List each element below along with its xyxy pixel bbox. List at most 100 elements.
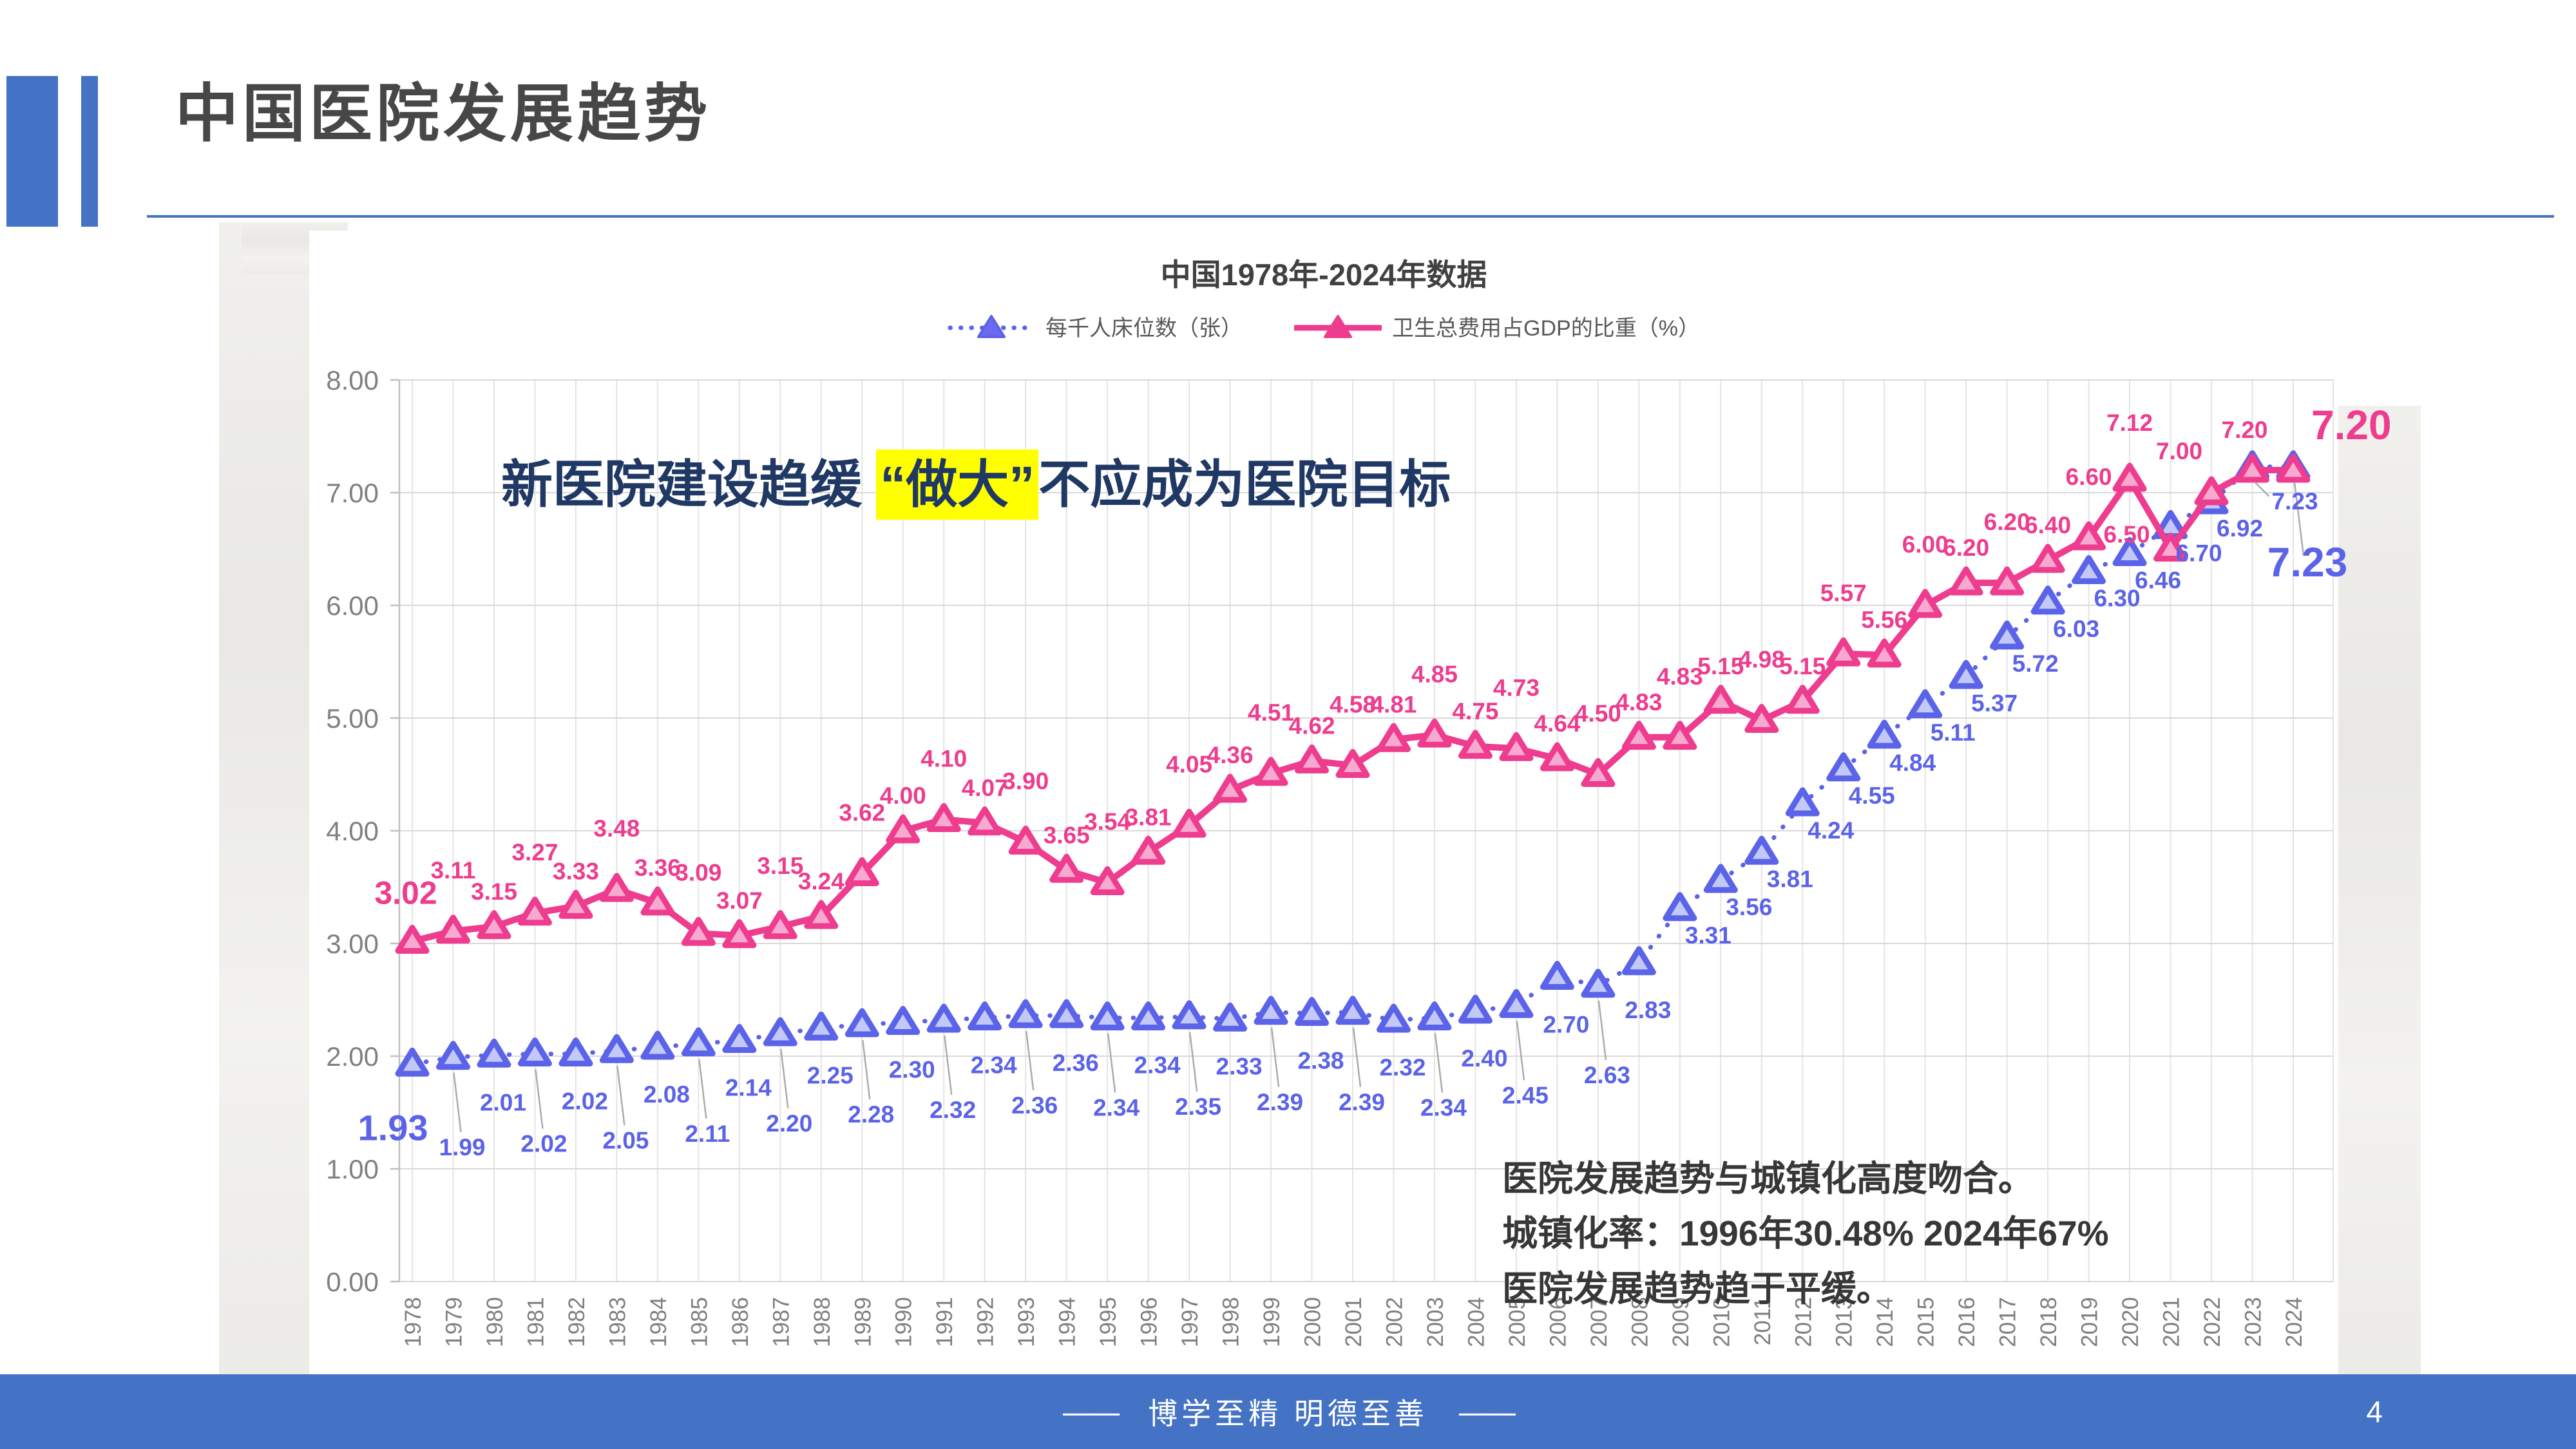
svg-text:1982: 1982 bbox=[564, 1297, 589, 1347]
headline-post: 不应成为医院目标 bbox=[1038, 456, 1451, 513]
title-accent-bar-thin bbox=[81, 76, 98, 227]
svg-text:2.08: 2.08 bbox=[644, 1081, 690, 1108]
svg-text:2003: 2003 bbox=[1423, 1297, 1448, 1347]
svg-text:5.00: 5.00 bbox=[326, 703, 379, 734]
svg-text:6.20: 6.20 bbox=[1943, 535, 1989, 561]
svg-text:3.15: 3.15 bbox=[757, 853, 803, 879]
svg-text:1.99: 1.99 bbox=[439, 1134, 485, 1160]
svg-text:4.75: 4.75 bbox=[1452, 698, 1498, 724]
svg-text:4.05: 4.05 bbox=[1166, 751, 1212, 777]
svg-text:3.54: 3.54 bbox=[1084, 809, 1131, 835]
svg-text:2.39: 2.39 bbox=[1257, 1089, 1303, 1115]
svg-text:4.51: 4.51 bbox=[1248, 699, 1294, 726]
svg-text:1998: 1998 bbox=[1219, 1297, 1244, 1347]
svg-text:4.10: 4.10 bbox=[921, 746, 967, 772]
svg-text:1999: 1999 bbox=[1259, 1297, 1284, 1347]
svg-text:5.56: 5.56 bbox=[1861, 607, 1907, 633]
svg-text:2.45: 2.45 bbox=[1502, 1082, 1549, 1108]
svg-text:5.72: 5.72 bbox=[2012, 650, 2059, 677]
svg-text:2011: 2011 bbox=[1750, 1297, 1775, 1345]
svg-text:6.40: 6.40 bbox=[2025, 512, 2071, 538]
title-accent-bar bbox=[6, 76, 58, 227]
svg-text:3.65: 3.65 bbox=[1044, 822, 1090, 848]
footer-dash-right: —— bbox=[1458, 1395, 1516, 1428]
svg-text:2017: 2017 bbox=[1996, 1297, 2021, 1347]
svg-text:4.00: 4.00 bbox=[326, 816, 379, 846]
svg-text:2010: 2010 bbox=[1709, 1297, 1734, 1347]
svg-text:4.50: 4.50 bbox=[1575, 701, 1621, 727]
headline-annotation: 新医院建设趋缓 “做大”不应成为医院目标 bbox=[501, 443, 1451, 520]
svg-text:2023: 2023 bbox=[2241, 1297, 2266, 1347]
svg-text:6.00: 6.00 bbox=[1902, 531, 1949, 558]
svg-text:1984: 1984 bbox=[646, 1297, 671, 1347]
svg-text:1979: 1979 bbox=[441, 1297, 466, 1347]
svg-text:3.33: 3.33 bbox=[553, 858, 599, 884]
svg-text:5.15: 5.15 bbox=[1697, 653, 1744, 679]
svg-text:4.81: 4.81 bbox=[1370, 691, 1417, 717]
svg-text:3.36: 3.36 bbox=[634, 855, 681, 881]
gdp-series bbox=[395, 453, 2311, 954]
svg-text:6.50: 6.50 bbox=[2104, 522, 2150, 548]
svg-text:6.46: 6.46 bbox=[2135, 567, 2181, 594]
svg-text:4.83: 4.83 bbox=[1657, 663, 1703, 690]
svg-text:2009: 2009 bbox=[1668, 1297, 1693, 1347]
svg-text:3.48: 3.48 bbox=[593, 815, 640, 842]
svg-text:1983: 1983 bbox=[605, 1297, 630, 1347]
svg-text:2002: 2002 bbox=[1382, 1297, 1407, 1347]
chart-axes: 0.00 1.00 2.00 3.00 4.00 5.00 6.00 7.00 8.00 1978… bbox=[326, 365, 2307, 1347]
legend-item-beds: 每千人床位数（张） bbox=[948, 310, 1243, 342]
svg-text:3.81: 3.81 bbox=[1125, 804, 1172, 830]
svg-text:2.34: 2.34 bbox=[1134, 1052, 1181, 1079]
svg-text:1.93: 1.93 bbox=[358, 1107, 428, 1148]
svg-text:0.00: 0.00 bbox=[326, 1267, 379, 1297]
footer-motto: 博学至精 明德至善 bbox=[1148, 1397, 1428, 1430]
svg-text:5.11: 5.11 bbox=[1931, 719, 1976, 746]
title-underline bbox=[147, 215, 2554, 218]
svg-text:2.35: 2.35 bbox=[1175, 1094, 1221, 1120]
svg-text:3.90: 3.90 bbox=[1002, 768, 1049, 795]
footer-bar: —— 博学至精 明德至善 —— 4 bbox=[0, 1374, 2576, 1449]
svg-text:2004: 2004 bbox=[1464, 1297, 1489, 1347]
svg-text:1995: 1995 bbox=[1096, 1297, 1121, 1347]
svg-text:2000: 2000 bbox=[1301, 1297, 1326, 1347]
svg-text:7.23: 7.23 bbox=[2272, 488, 2318, 515]
svg-text:2014: 2014 bbox=[1873, 1297, 1898, 1347]
svg-text:7.00: 7.00 bbox=[2156, 438, 2202, 464]
svg-text:2020: 2020 bbox=[2118, 1297, 2143, 1347]
svg-text:3.07: 3.07 bbox=[716, 887, 763, 914]
chart-legend: 每千人床位数（张） 卫生总费用占GDP的比重（%） bbox=[309, 310, 2338, 342]
svg-text:3.27: 3.27 bbox=[511, 839, 558, 866]
svg-text:2.32: 2.32 bbox=[1379, 1054, 1426, 1081]
svg-text:2.20: 2.20 bbox=[766, 1110, 812, 1137]
svg-text:1987: 1987 bbox=[768, 1297, 794, 1347]
svg-text:2.02: 2.02 bbox=[562, 1088, 608, 1115]
svg-text:2015: 2015 bbox=[1914, 1297, 1939, 1347]
svg-text:7.00: 7.00 bbox=[326, 478, 379, 508]
svg-text:5.15: 5.15 bbox=[1779, 653, 1826, 679]
svg-text:4.62: 4.62 bbox=[1289, 713, 1335, 739]
svg-text:3.00: 3.00 bbox=[326, 929, 379, 959]
svg-text:1986: 1986 bbox=[728, 1297, 753, 1347]
svg-text:1993: 1993 bbox=[1014, 1297, 1039, 1347]
svg-text:2.40: 2.40 bbox=[1461, 1045, 1507, 1072]
svg-text:1992: 1992 bbox=[973, 1297, 998, 1347]
svg-text:4.73: 4.73 bbox=[1493, 674, 1540, 701]
svg-text:3.09: 3.09 bbox=[675, 859, 721, 886]
svg-text:1985: 1985 bbox=[687, 1297, 712, 1347]
svg-text:2.63: 2.63 bbox=[1584, 1062, 1630, 1088]
svg-text:8.00: 8.00 bbox=[326, 365, 379, 395]
svg-text:2.38: 2.38 bbox=[1298, 1048, 1344, 1074]
info-line-2: 城镇化率：1996年30.48% 2024年67% bbox=[1502, 1213, 2109, 1254]
svg-text:2.00: 2.00 bbox=[326, 1041, 379, 1072]
svg-text:6.20: 6.20 bbox=[1984, 509, 2030, 535]
svg-text:2.28: 2.28 bbox=[848, 1101, 894, 1128]
paper-texture-left bbox=[219, 222, 310, 1376]
svg-text:1990: 1990 bbox=[892, 1297, 917, 1347]
beds-series-icon bbox=[948, 314, 1035, 338]
svg-text:1988: 1988 bbox=[810, 1297, 835, 1347]
footer-dash-left: —— bbox=[1063, 1395, 1120, 1428]
svg-text:2008: 2008 bbox=[1627, 1297, 1652, 1347]
gdp-series-icon bbox=[1294, 314, 1382, 338]
svg-text:2.14: 2.14 bbox=[725, 1075, 772, 1101]
